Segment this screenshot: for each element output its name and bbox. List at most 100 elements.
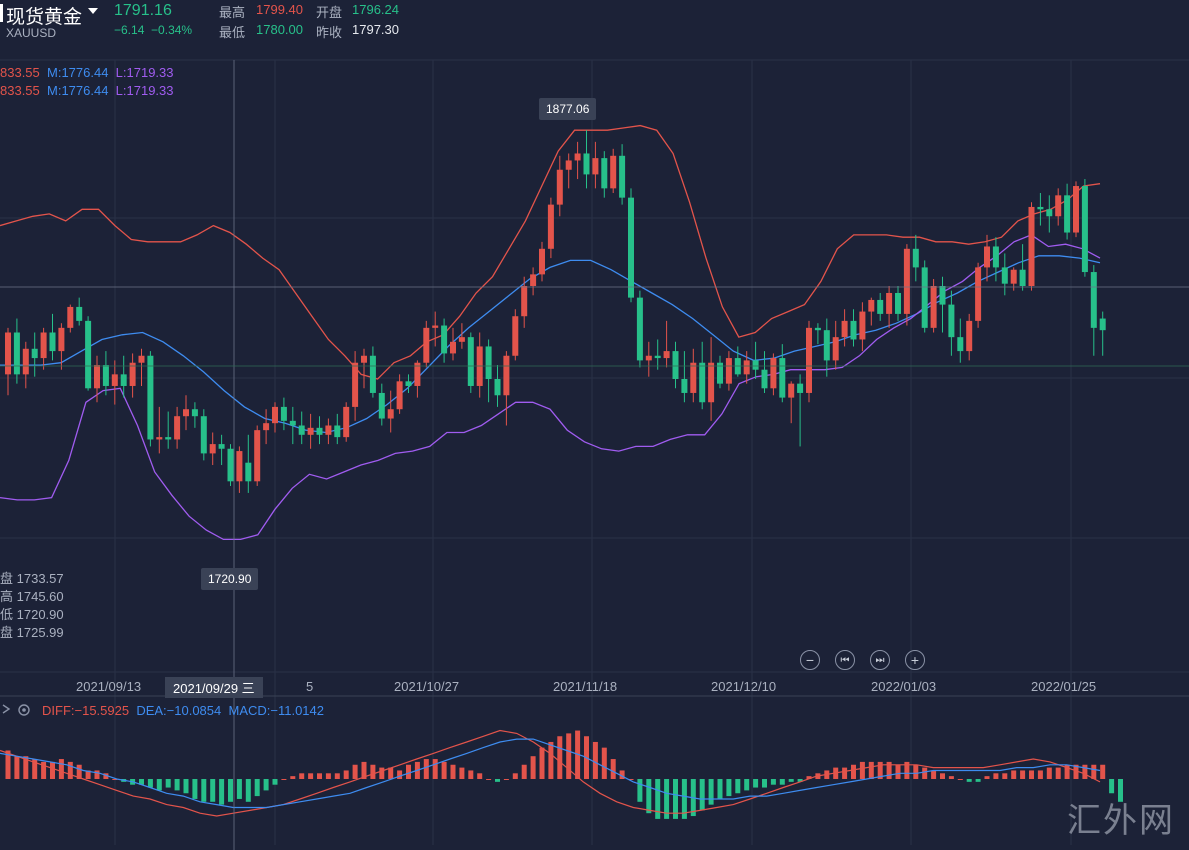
open-value: 1796.24 <box>352 2 399 17</box>
candle-body <box>191 409 198 417</box>
macd-bar <box>1082 764 1088 779</box>
macd-bar <box>762 779 767 788</box>
candle-body <box>850 320 857 340</box>
settings-gear-icon[interactable] <box>16 702 32 718</box>
candle-body <box>129 362 136 386</box>
macd-bar <box>495 779 500 782</box>
candle-body <box>414 362 421 386</box>
candle-body <box>690 362 697 393</box>
macd-bar <box>432 759 438 779</box>
candle-body <box>1037 206 1044 210</box>
macd-bar <box>717 779 723 799</box>
macd-bar <box>779 779 785 785</box>
macd-bar <box>646 779 652 814</box>
candle-body <box>111 374 118 386</box>
chevron-down-icon[interactable] <box>88 8 98 14</box>
scroll-left-button[interactable]: ⏮ <box>835 650 855 670</box>
macd-bar <box>895 764 901 779</box>
x-tick-partial: 5 <box>306 679 314 694</box>
candle-body <box>556 169 563 205</box>
candle-body <box>717 362 723 384</box>
macd-bar <box>299 773 305 779</box>
macd-bar <box>806 776 812 779</box>
candle-body <box>40 332 47 359</box>
candle-body <box>610 155 617 189</box>
candle-body <box>58 327 65 352</box>
collapse-icon[interactable] <box>1 702 15 716</box>
macd-bar <box>352 764 358 779</box>
macd-bar <box>530 756 536 779</box>
candle-body <box>1001 267 1008 284</box>
ohlc-high-row: 高 1745.60 <box>0 588 64 606</box>
zoom-in-button[interactable]: + <box>905 650 925 670</box>
candle-body <box>94 365 100 389</box>
macd-bar <box>1118 779 1123 802</box>
macd-bar <box>1100 764 1106 779</box>
candle-body <box>485 346 492 379</box>
macd-bar <box>877 761 883 779</box>
candle-body <box>467 337 474 386</box>
candle-body <box>512 316 519 356</box>
candle-body <box>814 327 821 331</box>
candle-body <box>903 248 910 314</box>
candle-body <box>458 337 465 342</box>
macd-bar <box>406 764 411 779</box>
candle-body <box>218 444 225 449</box>
macd-bar <box>557 736 563 779</box>
candle-body <box>574 153 581 161</box>
macd-bar <box>183 779 189 794</box>
candle-body <box>1090 272 1097 328</box>
macd-bar <box>566 733 572 779</box>
zoom-out-button[interactable]: − <box>800 650 820 670</box>
candle-body <box>832 337 839 361</box>
macd-bar <box>1046 767 1052 779</box>
prev-close-value: 1797.30 <box>352 22 399 37</box>
macd-bar <box>788 779 794 782</box>
candle-body <box>423 327 430 363</box>
candle-body <box>743 360 750 375</box>
boll-legend-2: 833.55 M:1776.44 L:1719.33 <box>0 83 174 98</box>
macd-panel <box>0 729 1123 819</box>
candle-body <box>539 248 545 275</box>
price-change: −6.14 −0.34% <box>114 23 192 37</box>
last-price: 1791.16 <box>114 2 172 19</box>
candle-body <box>272 406 278 424</box>
candle-body <box>102 365 109 386</box>
macd-value: MACD:−11.0142 <box>228 703 324 718</box>
macd-bar <box>23 756 29 779</box>
candle-body <box>147 355 154 440</box>
macd-bar <box>548 741 554 779</box>
macd-bar <box>993 773 999 779</box>
candle-body <box>752 360 759 370</box>
x-tick: 2021/11/18 <box>553 679 618 694</box>
candle-body <box>361 355 367 363</box>
candle-body <box>779 358 786 398</box>
prev-close-label: 昨收 <box>316 25 343 40</box>
macd-bar <box>904 761 910 779</box>
macd-bar <box>681 779 687 819</box>
macd-bar <box>147 779 153 788</box>
candle-body <box>628 197 634 298</box>
ohlc-value: 1725.99 <box>16 625 64 640</box>
macd-bar <box>1073 764 1079 779</box>
ohlc-value: 1745.60 <box>16 589 64 604</box>
macd-bar <box>655 779 661 819</box>
candle-body <box>307 427 314 435</box>
scroll-right-button[interactable]: ⏭ <box>870 650 890 670</box>
candle-body <box>921 267 928 328</box>
candle-body <box>432 325 439 328</box>
macd-bar <box>842 767 848 779</box>
macd-bar <box>699 779 705 811</box>
macd-bar <box>94 770 100 779</box>
ohlc-label: 盘 <box>0 571 14 586</box>
chart-grid <box>0 59 1189 845</box>
macd-bar <box>859 761 865 779</box>
macd-bar <box>281 779 287 780</box>
macd-bar <box>966 779 972 782</box>
macd-bar <box>486 779 492 780</box>
candle-body <box>992 246 999 268</box>
candle-body <box>120 374 127 386</box>
instrument-title[interactable]: 现货黄金 <box>6 7 83 28</box>
candle-body <box>681 379 688 393</box>
